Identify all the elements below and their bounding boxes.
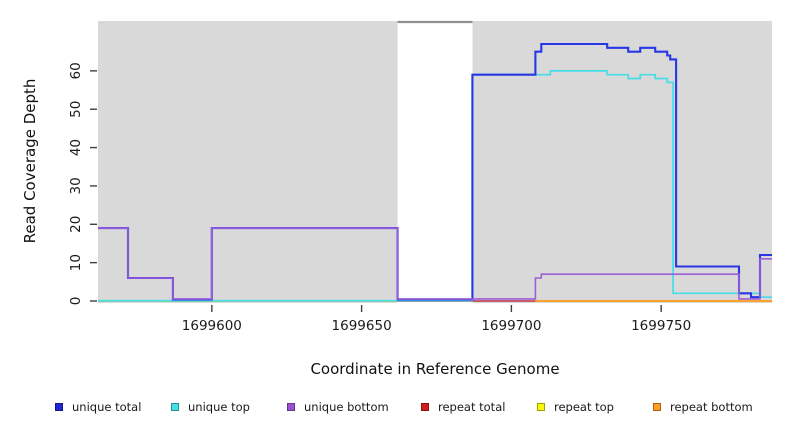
svg-text:20: 20 — [68, 216, 84, 233]
legend-label: repeat bottom — [670, 400, 753, 414]
repeat-bottom-swatch-icon — [653, 403, 661, 411]
legend-item-repeat-total: repeat total — [421, 399, 505, 415]
repeat-total-swatch-icon — [421, 403, 429, 411]
legend-item-repeat-top: repeat top — [537, 399, 614, 415]
legend-label: repeat total — [438, 400, 506, 414]
legend-label: unique bottom — [304, 400, 389, 414]
y-axis-label: Read Coverage Depth — [21, 78, 39, 244]
legend-item-unique-total: unique total — [55, 399, 141, 415]
svg-text:1699700: 1699700 — [481, 318, 541, 334]
x-axis-label: Coordinate in Reference Genome — [310, 360, 560, 378]
svg-text:1699650: 1699650 — [332, 318, 392, 334]
legend-item-repeat-bottom: repeat bottom — [653, 399, 753, 415]
unique-bottom-swatch-icon — [287, 403, 295, 411]
legend-item-unique-top: unique top — [171, 399, 250, 415]
svg-text:0: 0 — [68, 297, 84, 306]
legend-item-unique-bottom: unique bottom — [287, 399, 389, 415]
unique-top-swatch-icon — [171, 403, 179, 411]
svg-text:50: 50 — [68, 101, 84, 118]
legend-label: unique total — [72, 400, 142, 414]
svg-text:1699750: 1699750 — [631, 318, 691, 334]
repeat-top-swatch-icon — [537, 403, 545, 411]
svg-text:30: 30 — [68, 177, 84, 194]
legend: unique total unique top unique bottom re… — [0, 399, 792, 419]
legend-label: unique top — [188, 400, 250, 414]
legend-label: repeat top — [554, 400, 614, 414]
svg-text:1699600: 1699600 — [182, 318, 242, 334]
svg-text:40: 40 — [68, 139, 84, 156]
unique-total-swatch-icon — [55, 403, 63, 411]
svg-text:60: 60 — [68, 62, 84, 79]
svg-text:10: 10 — [68, 254, 84, 271]
